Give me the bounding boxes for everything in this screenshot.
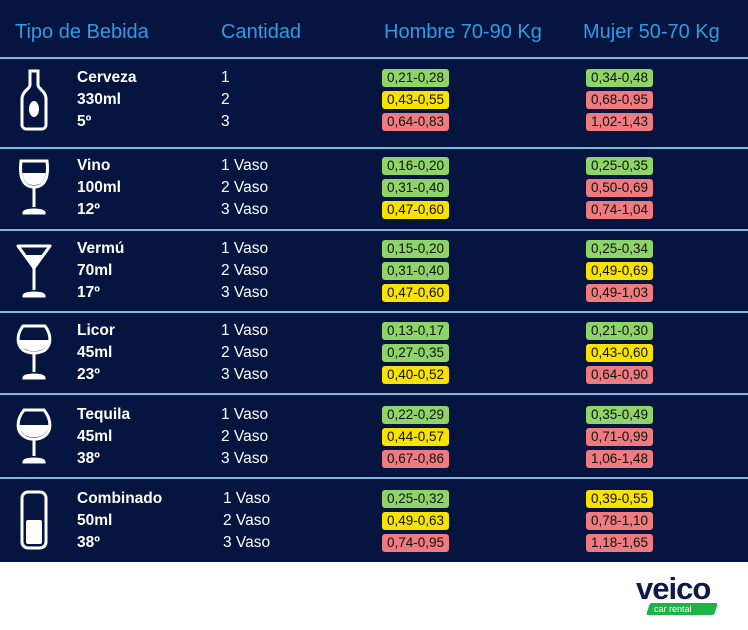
header-quantity: Cantidad xyxy=(221,21,302,43)
header-women: Mujer 50-70 Kg xyxy=(583,21,720,43)
women-bac-badge: 0,35-0,49 xyxy=(586,406,654,424)
snifter-glass-icon xyxy=(14,404,54,468)
quantity-cell: 3 Vaso xyxy=(221,201,269,218)
men-bac-badge: 0,15-0,20 xyxy=(382,240,450,258)
drink-name: Vino xyxy=(77,157,111,174)
women-bac-badge: 0,49-0,69 xyxy=(586,262,654,280)
men-bac-badge: 0,47-0,60 xyxy=(382,201,450,219)
quantity-cell: 2 Vaso xyxy=(221,262,269,279)
women-bac-badge: 1,02-1,43 xyxy=(586,113,654,131)
highball-glass-icon xyxy=(14,488,54,552)
header-drink-type: Tipo de Bebida xyxy=(15,21,149,43)
women-bac-badge: 0,50-0,69 xyxy=(586,179,654,197)
men-bac-badge: 0,13-0,17 xyxy=(382,322,450,340)
quantity-cell: 1 Vaso xyxy=(221,157,269,174)
section-separator xyxy=(0,393,748,395)
logo-subtitle: car rental xyxy=(654,604,692,614)
women-bac-badge: 0,78-1,10 xyxy=(586,512,654,530)
quantity-cell: 2 xyxy=(221,91,230,108)
women-bac-badge: 0,25-0,35 xyxy=(586,157,654,175)
quantity-cell: 3 Vaso xyxy=(221,284,269,301)
drink-volume: 45ml xyxy=(77,428,113,445)
men-bac-badge: 0,27-0,35 xyxy=(382,344,450,362)
section-separator xyxy=(0,229,748,231)
section-separator xyxy=(0,147,748,149)
women-bac-badge: 0,34-0,48 xyxy=(586,69,654,87)
men-bac-badge: 0,64-0,83 xyxy=(382,113,450,131)
alcohol-table-panel: Tipo de Bebida Cantidad Hombre 70-90 Kg … xyxy=(0,0,748,562)
drink-volume: 45ml xyxy=(77,344,113,361)
men-bac-badge: 0,40-0,52 xyxy=(382,366,450,384)
drink-name: Licor xyxy=(77,322,115,339)
drink-name: Vermú xyxy=(77,240,125,257)
section-separator xyxy=(0,311,748,313)
martini-glass-icon xyxy=(14,238,54,302)
men-bac-badge: 0,25-0,32 xyxy=(382,490,450,508)
section-separator xyxy=(0,57,748,59)
quantity-cell: 1 Vaso xyxy=(221,406,269,423)
women-bac-badge: 0,25-0,34 xyxy=(586,240,654,258)
drink-volume: 70ml xyxy=(77,262,113,279)
drink-degrees: 5º xyxy=(77,113,92,130)
drink-volume: 100ml xyxy=(77,179,121,196)
men-bac-badge: 0,49-0,63 xyxy=(382,512,450,530)
women-bac-badge: 0,68-0,95 xyxy=(586,91,654,109)
men-bac-badge: 0,21-0,28 xyxy=(382,69,450,87)
quantity-cell: 2 Vaso xyxy=(223,512,271,529)
women-bac-badge: 0,43-0,60 xyxy=(586,344,654,362)
women-bac-badge: 1,06-1,48 xyxy=(586,450,654,468)
liqueur-glass-icon xyxy=(14,320,54,384)
men-bac-badge: 0,31-0,40 xyxy=(382,262,450,280)
quantity-cell: 1 Vaso xyxy=(221,322,269,339)
wine-glass-icon xyxy=(14,155,54,219)
quantity-cell: 3 Vaso xyxy=(223,534,271,551)
drink-name: Combinado xyxy=(77,490,163,507)
drink-volume: 330ml xyxy=(77,91,121,108)
women-bac-badge: 0,74-1,04 xyxy=(586,201,654,219)
quantity-cell: 1 Vaso xyxy=(223,490,271,507)
beer-bottle-icon xyxy=(14,67,54,131)
women-bac-badge: 0,71-0,99 xyxy=(586,428,654,446)
quantity-cell: 2 Vaso xyxy=(221,179,269,196)
drink-degrees: 17º xyxy=(77,284,100,301)
men-bac-badge: 0,44-0,57 xyxy=(382,428,450,446)
men-bac-badge: 0,74-0,95 xyxy=(382,534,450,552)
header-men: Hombre 70-90 Kg xyxy=(384,21,542,43)
veico-logo: veico car rental xyxy=(636,573,720,617)
drink-degrees: 38º xyxy=(77,450,100,467)
women-bac-badge: 1,18-1,65 xyxy=(586,534,654,552)
men-bac-badge: 0,16-0,20 xyxy=(382,157,450,175)
drink-degrees: 12º xyxy=(77,201,100,218)
section-separator xyxy=(0,477,748,479)
women-bac-badge: 0,49-1,03 xyxy=(586,284,654,302)
drink-name: Tequila xyxy=(77,406,131,423)
men-bac-badge: 0,43-0,55 xyxy=(382,91,450,109)
logo-wordmark: veico xyxy=(636,571,711,606)
women-bac-badge: 0,39-0,55 xyxy=(586,490,654,508)
men-bac-badge: 0,22-0,29 xyxy=(382,406,450,424)
drink-volume: 50ml xyxy=(77,512,113,529)
drink-degrees: 38º xyxy=(77,534,100,551)
drink-name: Cerveza xyxy=(77,69,137,86)
men-bac-badge: 0,47-0,60 xyxy=(382,284,450,302)
quantity-cell: 3 Vaso xyxy=(221,450,269,467)
quantity-cell: 1 Vaso xyxy=(221,240,269,257)
men-bac-badge: 0,31-0,40 xyxy=(382,179,450,197)
quantity-cell: 1 xyxy=(221,69,230,86)
women-bac-badge: 0,21-0,30 xyxy=(586,322,654,340)
quantity-cell: 3 xyxy=(221,113,230,130)
men-bac-badge: 0,67-0,86 xyxy=(382,450,450,468)
quantity-cell: 3 Vaso xyxy=(221,366,269,383)
quantity-cell: 2 Vaso xyxy=(221,428,269,445)
women-bac-badge: 0,64-0,90 xyxy=(586,366,654,384)
drink-degrees: 23º xyxy=(77,366,100,383)
quantity-cell: 2 Vaso xyxy=(221,344,269,361)
